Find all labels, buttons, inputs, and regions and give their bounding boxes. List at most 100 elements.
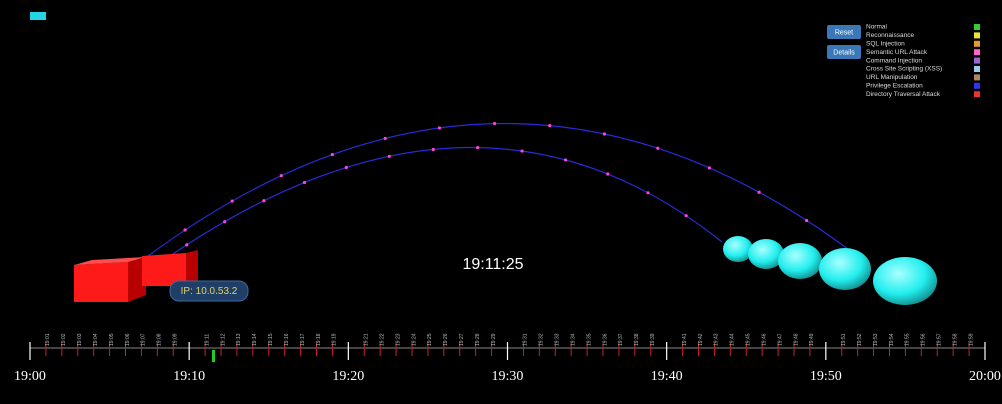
- minor-label: 19:02: [61, 333, 67, 346]
- minor-label: 19:12: [220, 333, 226, 346]
- minor-label: 19:56: [921, 333, 927, 346]
- minor-label: 19:05: [109, 333, 115, 346]
- minor-label: 19:47: [777, 333, 783, 346]
- major-label: 19:20: [332, 369, 364, 384]
- minor-label: 19:03: [77, 333, 83, 346]
- minor-label: 19:55: [905, 333, 911, 346]
- minor-label: 19:49: [809, 333, 815, 346]
- minor-label: 19:53: [873, 333, 879, 346]
- minor-label: 19:08: [157, 333, 163, 346]
- legend-label: Semantic URL Attack: [866, 49, 928, 56]
- minor-label: 19:36: [602, 333, 608, 346]
- major-label: 19:00: [14, 369, 46, 384]
- packet: [548, 124, 552, 128]
- minor-label: 19:41: [682, 333, 688, 346]
- minor-label: 19:43: [714, 333, 720, 346]
- packet: [684, 214, 688, 218]
- legend-swatch: [974, 82, 980, 89]
- target-hosts: [723, 236, 937, 305]
- minor-label: 19:35: [586, 333, 592, 346]
- minor-label: 19:45: [746, 333, 752, 346]
- minor-label: 19:32: [539, 333, 545, 346]
- minor-label: 19:42: [698, 333, 704, 346]
- legend-swatch: [974, 74, 980, 81]
- packet: [262, 199, 266, 203]
- ip-label: IP: 10.0.53.2: [181, 286, 238, 297]
- minor-label: 19:26: [443, 333, 449, 346]
- details-button[interactable]: Details: [827, 45, 861, 59]
- packet: [602, 132, 606, 136]
- legend-label: Command Injection: [866, 57, 922, 64]
- minor-label: 19:24: [411, 333, 417, 346]
- major-label: 19:10: [173, 369, 205, 384]
- major-label: 19:30: [492, 369, 524, 384]
- minor-label: 19:37: [618, 333, 624, 346]
- packet: [476, 145, 480, 150]
- minor-label: 19:44: [730, 333, 736, 346]
- legend-swatch: [974, 66, 980, 72]
- minor-label: 19:16: [284, 333, 290, 346]
- minor-label: 19:54: [889, 333, 895, 346]
- ip-badge: [169, 280, 249, 302]
- minor-label: 19:07: [141, 333, 147, 346]
- minor-label: 19:59: [968, 333, 974, 346]
- major-label: 20:00: [969, 369, 1001, 384]
- minor-label: 19:18: [316, 333, 322, 346]
- minor-label: 19:28: [475, 333, 481, 346]
- minor-label: 19:01: [45, 333, 51, 346]
- minor-label: 19:33: [555, 333, 561, 346]
- minor-label: 19:19: [332, 333, 338, 346]
- minor-label: 19:15: [268, 333, 274, 346]
- attack-arc: [149, 146, 723, 271]
- packet: [805, 218, 809, 223]
- reset-button[interactable]: Reset: [827, 25, 861, 39]
- packet: [383, 136, 387, 141]
- packet: [707, 166, 712, 170]
- packet: [646, 191, 650, 195]
- minor-label: 19:17: [300, 333, 306, 346]
- timeline: 19:00 19:10 19:20 19:30 19:40 19:50 20:00 19:01…: [14, 333, 1001, 384]
- packet: [183, 228, 187, 232]
- packet: [520, 149, 524, 153]
- legend-label: Normal: [866, 24, 888, 31]
- attack-arc: [139, 122, 853, 263]
- legend-swatch: [974, 40, 980, 47]
- minor-label: 19:38: [634, 333, 640, 346]
- minor-label: 19:21: [364, 333, 370, 346]
- packet: [437, 126, 442, 130]
- minor-label: 19:51: [841, 333, 847, 346]
- minor-label: 19:25: [427, 333, 433, 346]
- button-label[interactable]: Details: [833, 49, 855, 56]
- packet: [330, 152, 334, 157]
- legend-label: Cross Site Scripting (XSS): [866, 66, 942, 73]
- packet: [230, 199, 234, 203]
- button-label[interactable]: Reset: [835, 29, 853, 36]
- minor-label: 19:46: [761, 333, 767, 346]
- legend-swatch: [974, 57, 980, 64]
- legend-swatch: [974, 24, 980, 30]
- minor-label: 19:13: [236, 333, 242, 346]
- minor-label: 19:22: [379, 333, 385, 346]
- legend-label: Directory Traversal Attack: [866, 91, 941, 98]
- minor-label: 19:29: [491, 333, 497, 346]
- legend-label: SQL Injection: [866, 41, 905, 48]
- minor-label: 19:14: [252, 333, 258, 346]
- minor-label: 19:57: [937, 333, 943, 346]
- source-host: [74, 250, 198, 302]
- minor-label: 19:11: [204, 334, 210, 346]
- legend-swatch: [974, 91, 980, 98]
- legend-swatch: [974, 32, 980, 39]
- legend-label: Privilege Escalation: [866, 83, 923, 90]
- packet: [185, 243, 189, 247]
- legend-swatch: [974, 49, 980, 56]
- legend-label: URL Manipulation: [866, 74, 918, 81]
- minor-label: 19:06: [125, 333, 131, 346]
- packet: [606, 172, 610, 176]
- legend-label: Reconnaissance: [866, 32, 914, 39]
- time-cursor: [212, 350, 215, 362]
- clock: 19:11:25: [462, 256, 523, 273]
- minor-label: 19:23: [395, 333, 401, 346]
